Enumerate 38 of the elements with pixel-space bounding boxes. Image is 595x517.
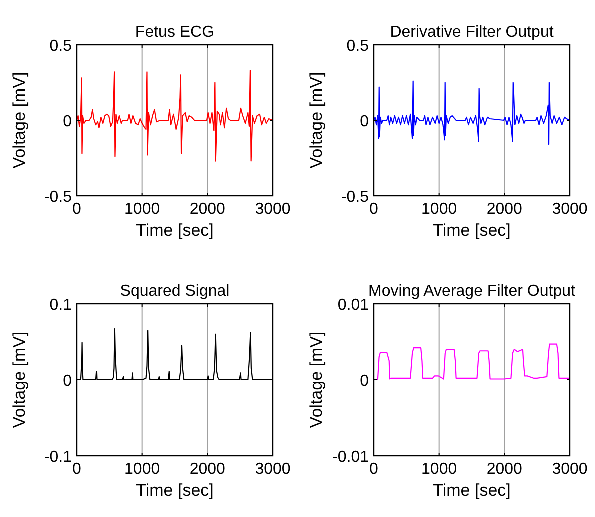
chart-title: Squared Signal: [120, 283, 230, 300]
x-tick-label: 1000: [422, 201, 458, 218]
x-tick-label: 3000: [552, 461, 588, 478]
x-tick-label: 1000: [124, 201, 160, 218]
chart-title: Fetus ECG: [135, 24, 215, 41]
y-axis-title: Voltage [mV]: [307, 72, 326, 169]
y-tick-label: 0.1: [50, 297, 72, 314]
x-tick-label: 2000: [190, 201, 226, 218]
x-tick-label: 1000: [124, 461, 160, 478]
y-tick-label: 0: [360, 373, 370, 390]
x-tick-label: 1000: [422, 461, 458, 478]
y-tick-label: 0: [63, 114, 72, 130]
x-tick-label: 3000: [552, 201, 588, 218]
x-tick-label: 3000: [255, 461, 291, 478]
x-axis-title: Time [sec]: [433, 481, 511, 500]
y-axis-title: Voltage [mV]: [10, 332, 29, 428]
x-tick-label: 2000: [486, 461, 523, 478]
y-tick-label: -0.5: [341, 189, 370, 206]
chart-title: Derivative Filter Output: [390, 24, 554, 41]
y-tick-label: -0.01: [332, 449, 370, 466]
x-axis-title: Time [sec]: [136, 481, 214, 500]
y-tick-label: -0.1: [44, 449, 72, 466]
x-tick-label: 3000: [255, 201, 291, 218]
x-axis-title: Time [sec]: [136, 221, 214, 240]
x-tick-label: 2000: [486, 201, 523, 218]
x-axis-title: Time [sec]: [433, 221, 511, 240]
y-tick-label: 0.5: [346, 38, 370, 55]
y-tick-label: -0.5: [44, 189, 72, 206]
y-axis-title: Voltage [mV]: [307, 332, 326, 428]
y-tick-label: 0.01: [338, 297, 370, 314]
y-axis-title: Voltage [mV]: [10, 72, 29, 169]
line-series: [76, 70, 274, 162]
line-series: [373, 80, 571, 146]
y-tick-label: 0: [360, 114, 370, 130]
y-tick-label: 0.5: [50, 38, 72, 55]
y-tick-label: 0: [63, 373, 72, 390]
x-tick-label: 2000: [190, 461, 226, 478]
chart-title: Moving Average Filter Output: [368, 283, 576, 300]
